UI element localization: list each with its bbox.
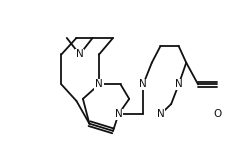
Text: N: N xyxy=(95,79,103,89)
Text: O: O xyxy=(213,109,222,119)
Text: N: N xyxy=(156,109,164,119)
Text: N: N xyxy=(175,79,182,89)
Text: N: N xyxy=(139,79,147,89)
Text: N: N xyxy=(114,109,122,119)
Text: N: N xyxy=(76,49,84,59)
